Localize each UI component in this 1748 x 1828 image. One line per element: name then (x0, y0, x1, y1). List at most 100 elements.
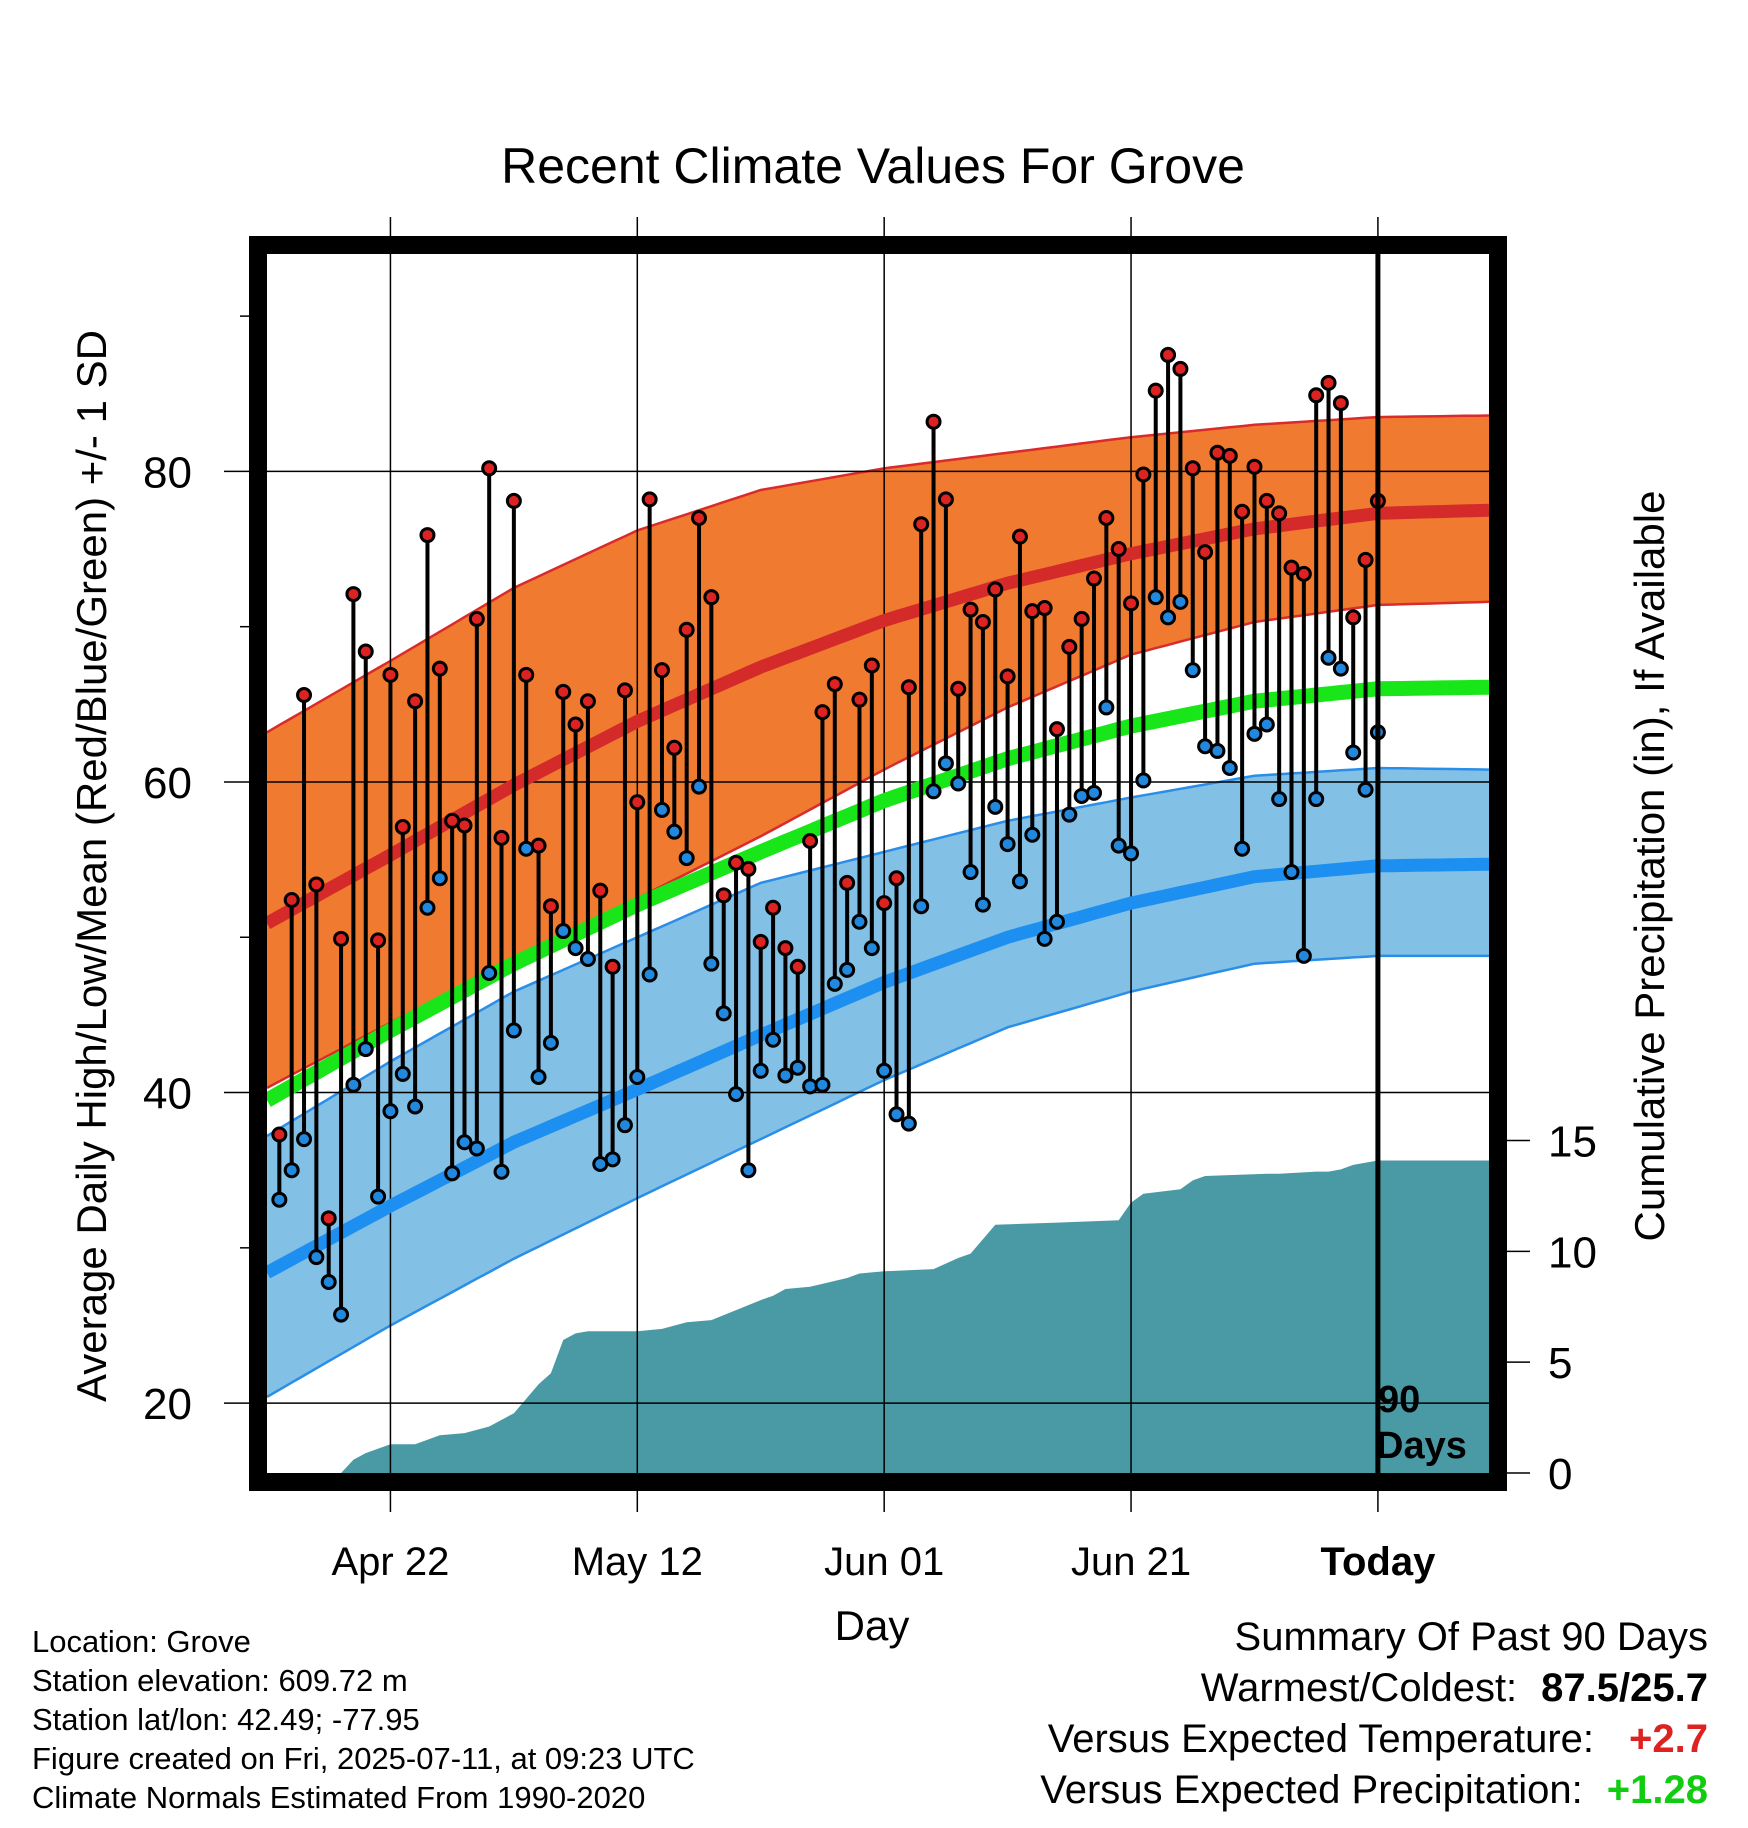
low-point (765, 1031, 782, 1048)
low-point (394, 1065, 411, 1082)
normals-period-text: Climate Normals Estimated From 1990-2020 (32, 1780, 646, 1815)
low-point (1048, 913, 1065, 930)
low-point (419, 899, 436, 916)
low-point (913, 898, 930, 915)
low-point (1246, 725, 1263, 742)
low-point (493, 1163, 510, 1180)
low-point (629, 1069, 646, 1086)
x-tick-label: Jun 01 (824, 1540, 944, 1584)
low-point (481, 964, 498, 981)
low-point (579, 951, 596, 968)
low-point (271, 1191, 288, 1208)
low-upper-edge (266, 766, 1490, 1138)
low-point (604, 1151, 621, 1168)
high-point (296, 687, 313, 704)
high-point (1110, 541, 1127, 558)
summary-heading: Summary Of Past 90 Days (1234, 1615, 1708, 1659)
low-point (1036, 930, 1053, 947)
y-tick-label: 20 (143, 1380, 192, 1429)
low-point (1320, 649, 1337, 666)
low-point (567, 940, 584, 957)
high-point (604, 958, 621, 975)
high-point (579, 693, 596, 710)
high-point (1086, 570, 1103, 587)
low-point (357, 1041, 374, 1058)
location-text: Location: Grove (32, 1624, 251, 1659)
high-point (777, 940, 794, 957)
high-point (937, 491, 954, 508)
high-point (1271, 505, 1288, 522)
high-point (394, 819, 411, 836)
y2-tick-label: 10 (1548, 1228, 1597, 1277)
low-point (715, 1005, 732, 1022)
high-point (802, 832, 819, 849)
mean-normal-line (263, 679, 1490, 1107)
high-point (974, 614, 991, 631)
high-point (999, 668, 1016, 685)
created-text: Figure created on Fri, 2025-07-11, at 09… (32, 1741, 695, 1776)
high-point (789, 958, 806, 975)
high-point (641, 491, 658, 508)
high-point (1184, 460, 1201, 477)
low-point (530, 1069, 547, 1086)
high-point (814, 704, 831, 721)
summary-panel: Summary Of Past 90 Days Warmest/Coldest:… (1040, 1612, 1708, 1816)
high-point (913, 516, 930, 533)
low-point (740, 1162, 757, 1179)
low-point (987, 798, 1004, 815)
y2-axis-label: Cumulative Precipitation (in), If Availa… (1626, 491, 1673, 1242)
high-point (1135, 466, 1152, 483)
low-point (691, 778, 708, 795)
low-point (518, 840, 535, 857)
low-point (925, 783, 942, 800)
high-point (1246, 458, 1263, 475)
high-point (629, 794, 646, 811)
high-point (370, 932, 387, 949)
high-point (1345, 609, 1362, 626)
low-point (555, 923, 572, 940)
high-point (1123, 595, 1140, 612)
high-point (1061, 638, 1078, 655)
high-point (1320, 374, 1337, 391)
high-point (1234, 503, 1251, 520)
low-point (1172, 593, 1189, 610)
high-point (357, 643, 374, 660)
low-point (999, 836, 1016, 853)
high-point (1048, 721, 1065, 738)
high-point (851, 691, 868, 708)
x-tick-label: Apr 22 (332, 1540, 450, 1584)
low-point (407, 1098, 424, 1115)
normal-bands (266, 414, 1490, 1398)
low-point (703, 955, 720, 972)
low-point (1098, 699, 1115, 716)
temp-anomaly-value: +2.7 (1629, 1717, 1708, 1761)
low-point (863, 940, 880, 957)
low-point (1221, 759, 1238, 776)
high-point (653, 662, 670, 679)
high-point (1073, 610, 1090, 627)
low-point (1345, 744, 1362, 761)
low-point (1184, 662, 1201, 679)
high-point (271, 1126, 288, 1143)
low-point (1086, 784, 1103, 801)
low-point (333, 1306, 350, 1323)
precip-area (267, 1160, 1489, 1473)
high-point (431, 660, 448, 677)
low-point (962, 864, 979, 881)
low-point (1147, 589, 1164, 606)
high-point (715, 887, 732, 904)
high-point (616, 682, 633, 699)
high-point (567, 716, 584, 733)
y-tick-label: 80 (143, 448, 192, 497)
low-point (1011, 873, 1028, 890)
extremes-label: Warmest/Coldest: (1200, 1666, 1518, 1710)
high-point (382, 666, 399, 683)
low-point (1234, 840, 1251, 857)
precip-anomaly-label: Versus Expected Precipitation: (1040, 1768, 1583, 1812)
low-point (320, 1273, 337, 1290)
left-axis: 20 40 60 80 (143, 315, 249, 1429)
low-point (345, 1076, 362, 1093)
latlon-text: Station lat/lon: 42.49; -77.95 (32, 1702, 420, 1737)
summary-extremes-row: Warmest/Coldest: 87.5/25.7 (1040, 1663, 1708, 1714)
low-point (382, 1103, 399, 1120)
